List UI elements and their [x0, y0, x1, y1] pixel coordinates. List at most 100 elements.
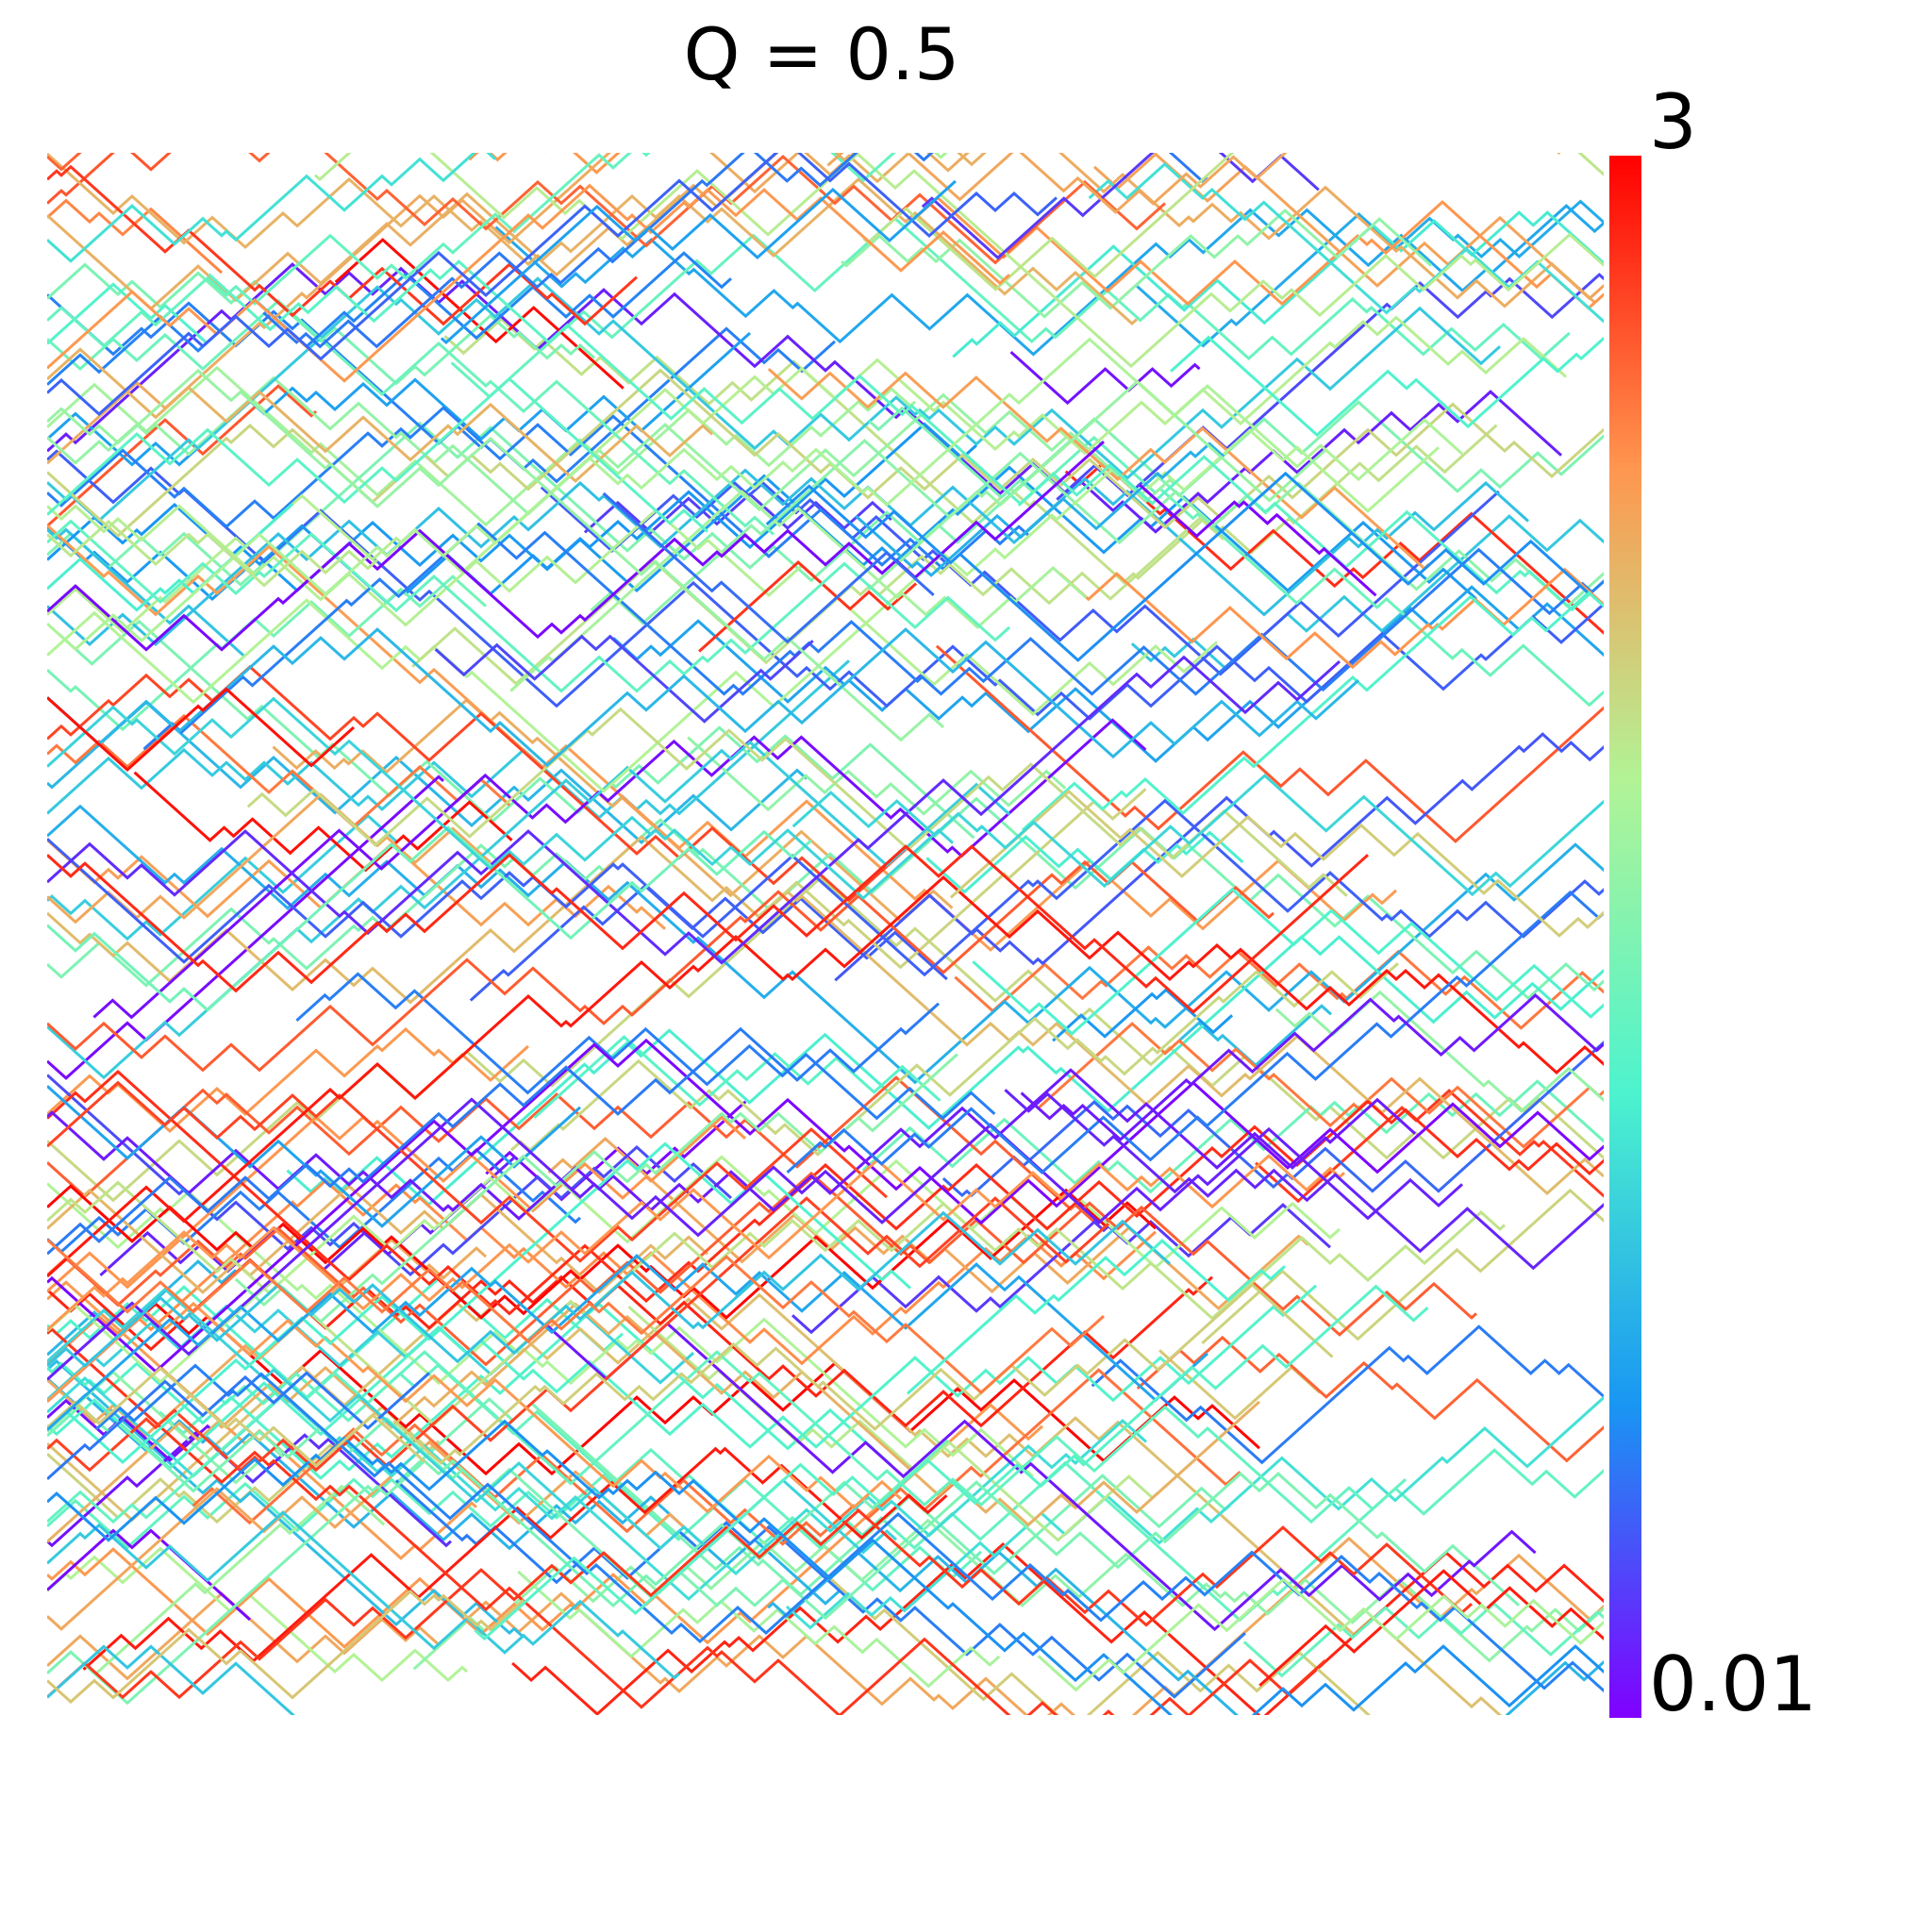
- trajectory: [47, 627, 1360, 768]
- trajectory: [47, 153, 497, 263]
- trajectory: [47, 1171, 1478, 1367]
- trajectory: [47, 1115, 747, 1293]
- trajectory: [867, 379, 1327, 591]
- trajectory: [192, 1368, 1241, 1546]
- trajectory: [47, 1419, 1604, 1715]
- trajectory: [469, 883, 948, 1002]
- trajectory: [540, 480, 1500, 676]
- trajectory: [47, 825, 813, 1012]
- trajectory: [158, 1363, 1604, 1623]
- trajectory: [47, 1038, 1604, 1374]
- trajectory: [47, 519, 1011, 693]
- trajectory: [47, 1178, 1158, 1366]
- trajectory: [47, 153, 1167, 265]
- trajectory: [47, 1536, 1604, 1715]
- trajectory: [583, 491, 892, 535]
- trajectory: [1258, 1569, 1604, 1687]
- trajectory: [47, 774, 445, 1080]
- trajectory: [972, 887, 1604, 1036]
- trajectory: [791, 1203, 1332, 1335]
- trajectory: [47, 1644, 295, 1715]
- trajectory: [861, 1079, 1604, 1194]
- trajectory: [47, 1068, 1417, 1221]
- trajectory: [47, 153, 1596, 465]
- trajectory: [949, 789, 1604, 938]
- trajectory: [485, 1100, 747, 1202]
- trajectory: [47, 465, 1478, 602]
- trajectory: [47, 422, 978, 605]
- trajectory: [450, 216, 1571, 399]
- trajectory: [47, 1069, 1604, 1316]
- trajectory: [1139, 484, 1377, 597]
- trajectory: [1091, 1324, 1604, 1465]
- trajectory: [47, 1429, 200, 1548]
- trajectory: [313, 153, 1604, 369]
- trajectory: [921, 153, 1320, 260]
- trajectory: [1136, 1335, 1604, 1463]
- trajectory: [47, 1002, 941, 1256]
- trajectory: [434, 634, 814, 724]
- trajectory: [1037, 1577, 1604, 1692]
- trajectory: [1004, 1089, 1604, 1271]
- trajectory: [208, 259, 1604, 612]
- trajectory: [855, 441, 1225, 577]
- trajectory: [1064, 460, 1604, 635]
- trajectory: [47, 1398, 214, 1462]
- trajectory: [758, 788, 1147, 970]
- trajectory: [246, 707, 1348, 897]
- chart-title: Q = 0.5: [684, 12, 960, 96]
- trajectory: [47, 713, 511, 828]
- trajectory: [47, 1074, 733, 1277]
- trajectory: [1092, 153, 1604, 301]
- trajectory: [47, 428, 1441, 793]
- trajectory: [47, 337, 1464, 652]
- trajectory: [47, 347, 714, 483]
- trajectory: [868, 406, 1036, 500]
- trajectory: [1009, 350, 1201, 406]
- trajectory: [47, 153, 1058, 417]
- trajectory: [1021, 590, 1604, 832]
- trajectory: [533, 1035, 941, 1119]
- trajectory: [47, 1210, 1172, 1368]
- trajectory: [474, 1284, 1429, 1641]
- trajectory: [47, 1366, 426, 1468]
- trajectory: [952, 210, 1604, 358]
- trajectory: [47, 276, 1502, 523]
- trajectory: [47, 804, 1604, 1085]
- trajectory: [1037, 1022, 1604, 1149]
- trajectory: [47, 1458, 1521, 1706]
- trajectory: [1242, 1601, 1604, 1678]
- trajectory: [142, 522, 1604, 751]
- trajectory: [47, 504, 1219, 717]
- trajectory: [698, 559, 918, 653]
- trajectory: [841, 208, 1433, 319]
- trajectory: [47, 519, 379, 588]
- trajectory: [47, 796, 1604, 1001]
- trajectory: [47, 440, 1106, 652]
- trajectory: [47, 859, 1275, 1073]
- trajectory: [47, 664, 917, 903]
- trajectory: [47, 183, 1011, 383]
- trajectory: [1058, 567, 1604, 670]
- trajectory: [808, 1557, 1372, 1715]
- trajectory: [925, 830, 1244, 894]
- trajectory: [47, 1238, 1106, 1395]
- trajectory: [47, 1155, 1341, 1384]
- trajectory: [47, 687, 356, 773]
- trajectory: [47, 1141, 912, 1465]
- trajectory: [393, 1397, 1231, 1597]
- trajectory: [906, 1239, 1287, 1395]
- trajectory: [47, 331, 752, 467]
- trajectory: [47, 1302, 893, 1480]
- trajectory: [1130, 514, 1604, 672]
- trajectory: [133, 771, 513, 873]
- trajectory: [765, 471, 1589, 662]
- trajectory: [47, 1254, 1209, 1431]
- trajectory: [47, 792, 492, 924]
- trajectory: [47, 1080, 889, 1263]
- trajectory: [47, 406, 1030, 572]
- trajectory: [47, 1510, 681, 1680]
- trajectory: [47, 315, 1568, 634]
- trajectory: [47, 659, 851, 820]
